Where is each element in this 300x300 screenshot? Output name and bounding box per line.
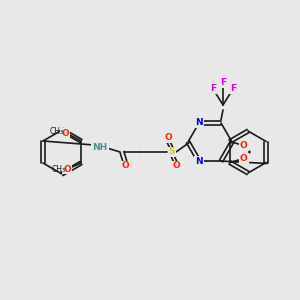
Text: F: F [230,84,236,93]
Text: N: N [195,118,203,127]
Text: O: O [63,164,71,173]
Text: O: O [240,141,248,150]
Text: CH₃: CH₃ [50,128,64,136]
Text: N: N [195,157,203,166]
Text: O: O [240,154,248,163]
Text: O: O [164,134,172,142]
Text: O: O [172,161,180,170]
Text: F: F [210,84,216,93]
Text: CH₃: CH₃ [52,164,66,173]
Text: O: O [61,128,69,137]
Text: S: S [169,148,175,157]
Text: O: O [121,161,129,170]
Text: F: F [220,78,226,87]
Text: NH: NH [92,142,108,152]
